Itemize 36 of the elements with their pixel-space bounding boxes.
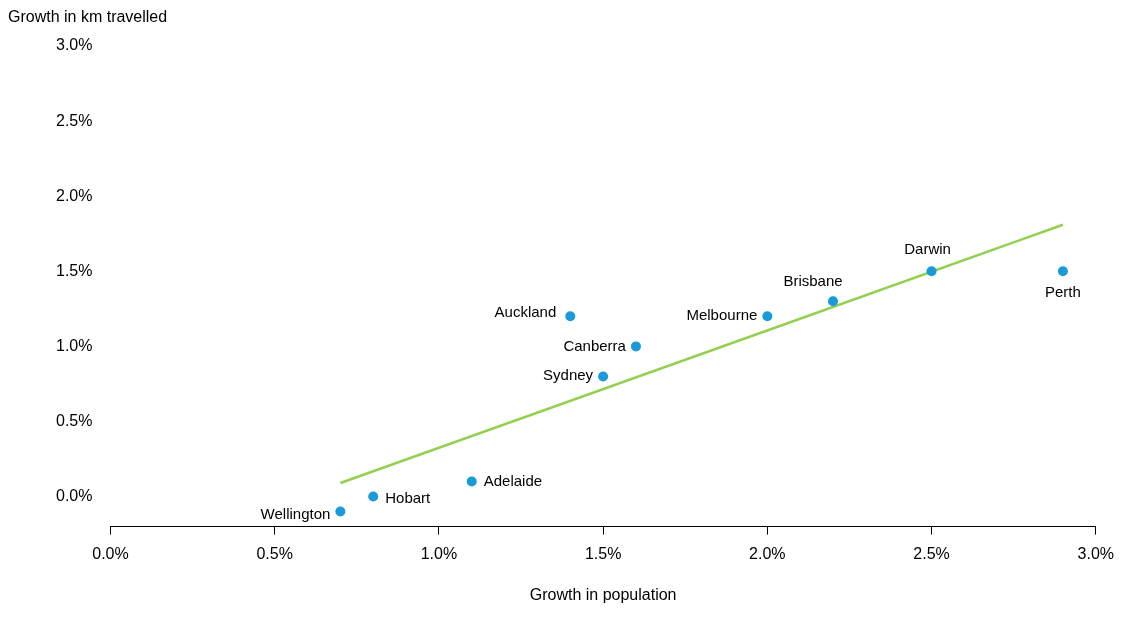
point: [466, 476, 477, 487]
point: [1057, 266, 1068, 277]
annotation: Melbourne: [686, 306, 758, 324]
x-tick-label: 1.0%: [420, 544, 458, 562]
annotation: Sydney: [543, 365, 594, 383]
y-tick-label: 0.0%: [56, 486, 93, 504]
x-axis-title: Growth in population: [529, 585, 677, 603]
annotation: Perth: [1044, 283, 1081, 301]
y-axis-title: Growth in km travelled: [8, 8, 168, 26]
annotation: Hobart: [385, 488, 432, 506]
x-tick-label: 0.0%: [92, 544, 129, 562]
y-tick-label: 0.5%: [56, 411, 93, 429]
y-tick-label: 2.5%: [56, 111, 93, 129]
x-tick-label: 2.0%: [749, 544, 786, 562]
y-tick-label: 1.5%: [56, 261, 93, 279]
annotation: Darwin: [904, 240, 951, 258]
x-tick-label: 3.0%: [1077, 544, 1114, 562]
annotation: Brisbane: [783, 272, 843, 290]
annotation: Wellington: [260, 504, 331, 522]
point: [926, 266, 937, 277]
point: [828, 296, 839, 307]
point: [368, 491, 379, 502]
x-tick-label: 0.5%: [256, 544, 293, 562]
point: [630, 341, 641, 352]
y-tick-label: 1.0%: [56, 336, 93, 354]
y-tick-label: 2.0%: [56, 186, 93, 204]
x-tick-label: 1.5%: [584, 544, 622, 562]
y-tick-label: 3.0%: [56, 36, 93, 54]
point: [598, 371, 609, 382]
point: [762, 311, 773, 322]
x-tick-label: 2.5%: [913, 544, 950, 562]
point: [335, 506, 346, 517]
point: [565, 311, 576, 322]
annotation: Adelaide: [483, 471, 543, 489]
annotation: Auckland: [494, 303, 557, 321]
annotation: Canberra: [563, 336, 627, 354]
